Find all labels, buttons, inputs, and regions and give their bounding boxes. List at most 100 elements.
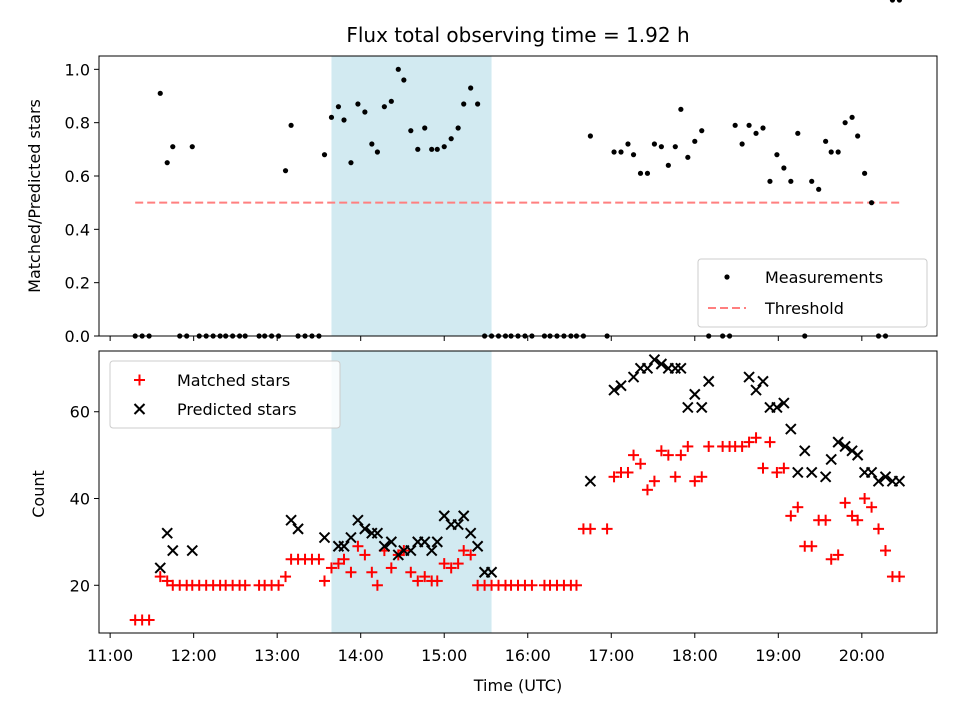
ratio-y-tick-label: 0.0: [65, 327, 90, 346]
x-tick-label: 16:00: [505, 646, 551, 665]
predicted-stars-point: [655, 358, 668, 370]
measurement-point: [388, 98, 394, 104]
measurement-point: [369, 141, 375, 147]
matched-stars-point: [852, 514, 864, 526]
measurement-point: [823, 138, 829, 144]
measurement-point: [896, 0, 903, 3]
x-tick-label: 17:00: [588, 646, 634, 665]
predicted-stars-point: [627, 371, 640, 383]
matched-stars-point: [143, 614, 155, 626]
count-y-tick-label: 20: [70, 576, 90, 595]
measurement-point: [441, 144, 447, 150]
matched-stars-point: [641, 484, 653, 496]
predicted-stars-point: [799, 445, 811, 457]
x-tick-label: 19:00: [755, 646, 801, 665]
measurement-point: [739, 141, 745, 147]
legend-matched-marker: [134, 374, 145, 386]
matched-stars-point: [325, 562, 337, 574]
measurement-point: [862, 170, 868, 176]
predicted-stars-point: [703, 375, 715, 388]
legend-predicted-label: Predicted stars: [177, 400, 297, 419]
shaded-region-bottom: [331, 351, 492, 633]
matched-stars-point: [345, 566, 357, 578]
measurement-point: [889, 0, 896, 3]
matched-stars-point: [526, 579, 538, 591]
matched-stars-point: [655, 445, 667, 457]
matched-stars-point: [458, 545, 470, 557]
predicted-stars-point: [689, 388, 701, 401]
predicted-stars-point: [352, 514, 364, 526]
measurement-point: [164, 160, 170, 166]
predicted-stars-point: [785, 423, 797, 435]
matched-stars-point: [570, 579, 582, 591]
predicted-stars-point: [419, 536, 431, 548]
measurement-point: [461, 101, 467, 107]
matched-stars-point: [412, 575, 424, 587]
measurement-point: [288, 122, 294, 128]
matched-stars-point: [669, 471, 681, 483]
matched-stars-point: [689, 475, 701, 487]
predicted-stars-point: [318, 531, 331, 544]
matched-stars-point: [319, 575, 331, 587]
legend-box: [109, 360, 341, 429]
measurement-point: [746, 122, 752, 128]
predicted-stars-point: [893, 475, 906, 487]
measurement-point: [760, 125, 766, 131]
x-tick-label: 14:00: [338, 646, 384, 665]
predicted-stars-point: [167, 544, 179, 557]
matched-stars-point: [628, 449, 640, 461]
matched-stars-point: [866, 501, 878, 513]
predicted-stars-point: [359, 523, 371, 535]
matched-stars-point: [584, 523, 596, 535]
predicted-stars-point: [154, 562, 166, 574]
matched-stars-point: [608, 471, 620, 483]
matched-stars-point: [405, 566, 417, 578]
measurement-point: [189, 144, 195, 150]
predicted-stars-point: [851, 449, 864, 461]
measurement-point: [157, 90, 163, 96]
matched-stars-point: [601, 523, 613, 535]
measurement-point: [341, 117, 347, 123]
matched-stars-point: [438, 558, 450, 570]
measurement-point: [753, 130, 759, 136]
predicted-stars-point: [778, 397, 790, 409]
measurement-point: [868, 200, 875, 206]
matched-stars-point: [879, 545, 891, 557]
matched-stars-point: [662, 449, 674, 461]
ratio-legend: Measurements Threshold: [697, 258, 928, 328]
measurement-point: [355, 101, 361, 107]
matched-stars-point: [445, 562, 457, 574]
matched-stars-point: [873, 523, 885, 535]
measurement-point: [625, 141, 631, 147]
matched-stars-point: [682, 440, 694, 452]
ratio-y-tick-label: 0.4: [65, 220, 90, 239]
matched-stars-point: [825, 553, 837, 565]
matched-stars-point: [313, 553, 325, 565]
predicted-stars-point: [471, 540, 484, 552]
matched-stars-point: [452, 558, 464, 570]
count-y-tick-label: 60: [70, 403, 90, 422]
ratio-y-tick-label: 1.0: [65, 60, 90, 79]
measurement-point: [618, 149, 624, 155]
measurement-point: [835, 149, 841, 155]
predicted-stars-point: [405, 544, 417, 557]
measurement-point: [422, 125, 428, 131]
ratio-y-tick-label: 0.6: [65, 167, 90, 186]
predicted-stars-point: [641, 362, 654, 375]
predicted-stars-point: [458, 510, 470, 522]
matched-stars-point: [806, 540, 818, 552]
predicted-stars-point: [431, 536, 443, 548]
measurement-point: [672, 144, 678, 150]
predicted-stars-point: [743, 371, 755, 383]
legend-predicted-marker: [133, 403, 146, 415]
ratio-axis-label: Matched/Predicted stars: [25, 99, 44, 293]
matched-stars-point: [419, 571, 431, 583]
measurement-point: [408, 128, 414, 134]
measurement-point: [699, 128, 705, 134]
measurement-point: [816, 186, 822, 192]
measurement-point: [795, 130, 801, 136]
predicted-stars-point: [345, 531, 357, 544]
measurement-point: [774, 152, 780, 158]
predicted-stars-point: [161, 527, 173, 539]
